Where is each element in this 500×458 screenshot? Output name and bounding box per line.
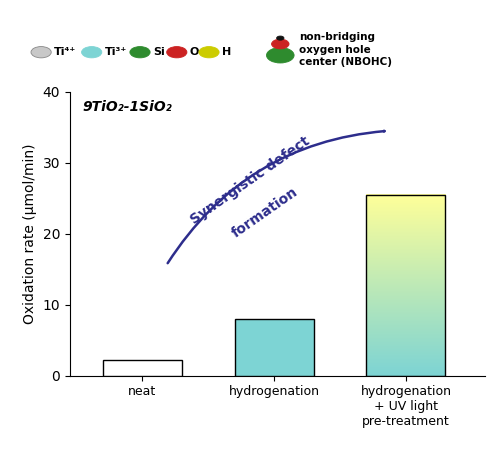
Circle shape: [199, 47, 219, 58]
Bar: [366, 195, 446, 376]
Circle shape: [266, 48, 294, 63]
Circle shape: [276, 36, 284, 40]
Text: Ti³⁺: Ti³⁺: [104, 47, 127, 57]
Text: O: O: [190, 47, 199, 57]
FancyArrowPatch shape: [168, 131, 384, 263]
Circle shape: [166, 47, 187, 58]
Circle shape: [272, 39, 289, 49]
Text: H: H: [222, 47, 231, 57]
Circle shape: [130, 47, 150, 58]
Bar: [103, 360, 182, 376]
Bar: [234, 319, 314, 376]
Text: formation: formation: [230, 185, 300, 240]
Text: Synergistic defect: Synergistic defect: [188, 134, 312, 227]
Text: non-bridging
oxygen hole
center (NBOHC): non-bridging oxygen hole center (NBOHC): [298, 32, 392, 67]
Text: 9TiO₂-1SiO₂: 9TiO₂-1SiO₂: [82, 100, 172, 114]
Circle shape: [31, 47, 51, 58]
Circle shape: [82, 47, 102, 58]
Y-axis label: Oxidation rate (μmol/min): Oxidation rate (μmol/min): [23, 143, 37, 324]
Text: Si: Si: [153, 47, 164, 57]
Text: Ti⁴⁺: Ti⁴⁺: [54, 47, 76, 57]
